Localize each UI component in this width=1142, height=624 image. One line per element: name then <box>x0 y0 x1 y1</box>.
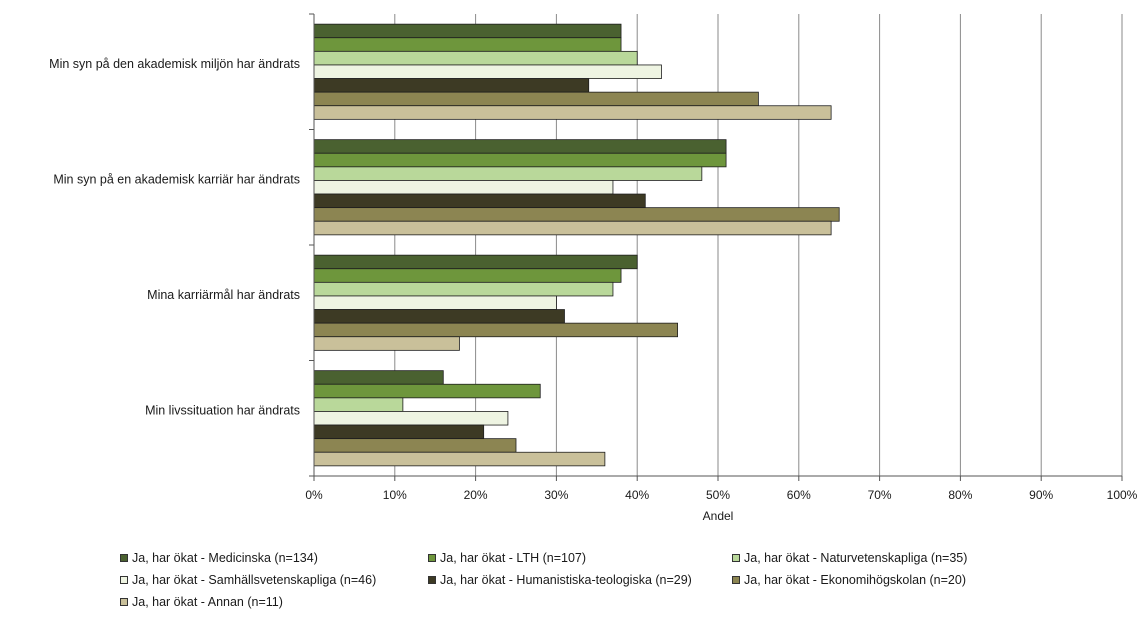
bar <box>313 37 622 52</box>
bar <box>313 438 517 453</box>
bar <box>313 152 727 168</box>
bar <box>313 322 679 338</box>
bar <box>313 268 622 283</box>
bar <box>313 105 832 120</box>
legend-item: Ja, har ökat - Ekonomihögskolan (n=20) <box>732 573 966 587</box>
legend-swatch <box>732 576 740 584</box>
x-tick-label: 80% <box>948 488 972 502</box>
legend-item: Ja, har ökat - Naturvetenskapliga (n=35) <box>732 551 967 565</box>
legend-label: Ja, har ökat - Naturvetenskapliga (n=35) <box>744 551 968 565</box>
bar <box>313 207 840 222</box>
legend-swatch <box>428 554 436 562</box>
legend-swatch <box>428 576 436 584</box>
category-label: Min syn på en akademisk karriär har ändr… <box>53 173 300 187</box>
bar <box>313 295 557 310</box>
x-tick-label: 40% <box>625 488 649 502</box>
legend-swatch <box>120 576 128 584</box>
x-tick-label: 20% <box>464 488 488 502</box>
bar <box>313 397 404 412</box>
legend-item: Ja, har ökat - Annan (n=11) <box>120 595 283 609</box>
category-label: Mina karriärmål har ändrats <box>147 288 300 302</box>
category-label: Min syn på den akademisk miljön har ändr… <box>49 57 300 71</box>
legend-label: Ja, har ökat - Samhällsvetenskapliga (n=… <box>132 573 377 587</box>
bar <box>313 220 832 236</box>
legend-item: Ja, har ökat - Humanistiska-teologiska (… <box>428 573 692 587</box>
axes <box>309 13 1123 481</box>
x-tick-label: 0% <box>305 488 323 502</box>
bar <box>313 193 646 209</box>
bar <box>313 309 565 324</box>
x-tick-label: 90% <box>1029 488 1053 502</box>
bar <box>313 23 622 39</box>
x-tick-label: 30% <box>544 488 568 502</box>
legend-label: Ja, har ökat - Humanistiska-teologiska (… <box>440 573 692 587</box>
legend-label: Ja, har ökat - Annan (n=11) <box>132 595 283 609</box>
legend-swatch <box>120 598 128 606</box>
x-tick-label: 100% <box>1107 488 1138 502</box>
bar <box>313 78 590 93</box>
bar <box>313 180 614 195</box>
bar-chart: 0% 10% 20% 30% 40% 50% 60% 70% 80% 90% 100% Min sy… <box>49 13 1138 523</box>
category-label: Min livssituation har ändrats <box>145 404 300 418</box>
bar <box>313 336 460 351</box>
bar <box>313 50 638 66</box>
bar <box>313 139 727 154</box>
bar <box>313 166 703 181</box>
bar <box>313 281 614 297</box>
legend-label: Ja, har ökat - Ekonomihögskolan (n=20) <box>744 573 966 587</box>
bar <box>313 91 759 107</box>
bar <box>313 254 638 270</box>
legend-label: Ja, har ökat - LTH (n=107) <box>440 551 587 565</box>
legend-swatch <box>732 554 740 562</box>
x-axis-title: Andel <box>703 509 734 523</box>
legend-swatch <box>120 554 128 562</box>
x-tick-label: 50% <box>706 488 730 502</box>
bar <box>313 64 662 79</box>
bar <box>313 451 606 467</box>
legend-label: Ja, har ökat - Medicinska (n=134) <box>132 551 318 565</box>
category-labels: Min syn på den akademisk miljön har ändr… <box>49 57 300 418</box>
x-tick-labels: 0% 10% 20% 30% 40% 50% 60% 70% 80% 90% 100% <box>305 488 1137 502</box>
x-tick-label: 70% <box>868 488 892 502</box>
bar <box>313 383 541 399</box>
bar <box>313 411 509 426</box>
bar <box>313 424 485 440</box>
legend-item: Ja, har ökat - Medicinska (n=134) <box>120 551 318 565</box>
legend-item: Ja, har ökat - Samhällsvetenskapliga (n=… <box>120 573 376 587</box>
legend-item: Ja, har ökat - LTH (n=107) <box>428 551 586 565</box>
bars <box>313 23 840 467</box>
bar <box>313 370 444 385</box>
x-tick-label: 60% <box>787 488 811 502</box>
x-tick-label: 10% <box>383 488 407 502</box>
